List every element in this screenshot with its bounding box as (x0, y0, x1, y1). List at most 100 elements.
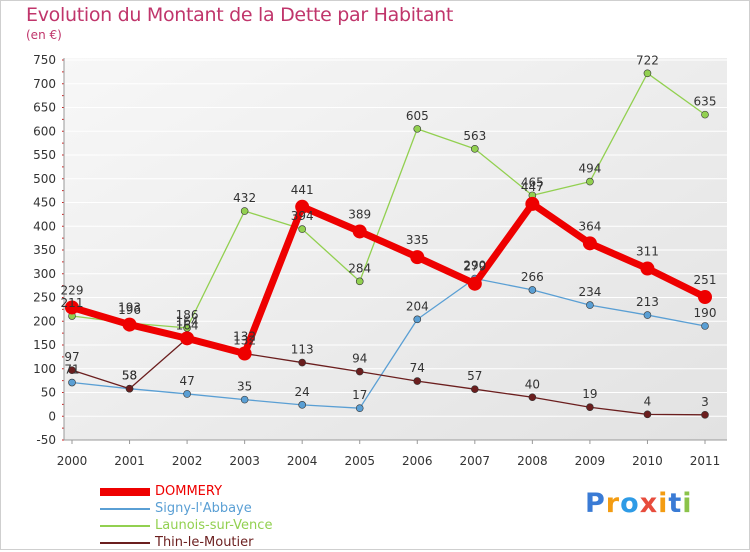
y-tick-label: 300 (33, 267, 56, 281)
data-point (125, 384, 134, 393)
data-label: 97 (64, 350, 79, 364)
data-label: 635 (694, 95, 717, 109)
y-tick-label: 400 (33, 219, 56, 233)
y-tick-label: 150 (33, 338, 56, 352)
data-label: 605 (406, 109, 429, 123)
data-label: 279 (463, 260, 486, 274)
x-tick-label: 2005 (344, 454, 375, 468)
series-lines (65, 69, 712, 419)
data-label: 132 (233, 330, 256, 344)
data-point (640, 261, 655, 276)
data-point (467, 276, 482, 291)
data-label: 335 (406, 233, 429, 247)
data-point (355, 367, 364, 376)
data-point (525, 196, 540, 211)
x-tick-label: 2011 (690, 454, 721, 468)
data-label: 94 (352, 352, 367, 366)
data-label: 722 (636, 53, 659, 67)
x-tick-label: 2002 (172, 454, 203, 468)
data-point (355, 277, 364, 286)
data-label: 58 (122, 369, 137, 383)
data-point (698, 290, 712, 305)
data-label: 266 (521, 270, 544, 284)
data-label: 164 (176, 318, 199, 332)
legend-label-thin: Thin-le-Moutier (155, 535, 254, 550)
data-label: 563 (463, 129, 486, 143)
data-point (355, 404, 364, 412)
x-tick-label: 2007 (460, 454, 491, 468)
legend-item-launois: Launois-sur-Vence (100, 518, 400, 535)
data-label: 113 (291, 343, 314, 357)
data-label: 213 (636, 295, 659, 309)
data-point (643, 410, 652, 419)
data-point (413, 315, 422, 324)
y-tick-label: 200 (33, 314, 56, 328)
logo-letter: i (682, 488, 693, 519)
logo-letter: r (605, 488, 621, 519)
data-label: 4 (644, 394, 652, 408)
data-label: 494 (578, 162, 601, 176)
data-label: 465 (521, 175, 544, 189)
data-point (528, 286, 537, 294)
data-point (240, 395, 249, 404)
data-label: 196 (118, 303, 141, 317)
x-tick-label: 2004 (287, 454, 318, 468)
data-label: 58 (122, 369, 137, 383)
legend-item-dommery: DOMMERY (100, 484, 400, 501)
legend-swatch-launois (100, 525, 150, 527)
data-point (701, 411, 709, 419)
data-point (122, 317, 137, 332)
data-label: 441 (291, 183, 314, 197)
data-point (68, 366, 76, 374)
y-tick-label: 350 (33, 243, 56, 257)
y-tick-label: 600 (33, 124, 56, 138)
logo-letter: x (639, 488, 659, 519)
data-label: 132 (233, 334, 256, 348)
data-label: 47 (179, 374, 194, 388)
data-point (701, 322, 709, 330)
data-point (295, 199, 310, 214)
x-tick-label: 2008 (517, 454, 548, 468)
y-tick-label: 650 (33, 101, 56, 115)
x-tick-label: 2000 (57, 454, 88, 468)
series-line (71, 72, 706, 329)
logo-letter: P (585, 488, 606, 519)
data-point (237, 346, 252, 361)
legend-label-launois: Launois-sur-Vence (155, 518, 273, 533)
legend-swatch-thin (100, 542, 150, 544)
data-label: 74 (410, 361, 425, 375)
data-label: 3 (701, 395, 709, 409)
data-point (586, 177, 594, 186)
data-label: 234 (578, 285, 601, 299)
data-label: 211 (61, 296, 84, 310)
data-point (65, 300, 79, 315)
logo-letter: o (620, 488, 640, 519)
y-tick-label: 0 (48, 409, 56, 423)
data-point (528, 393, 537, 402)
y-tick-label: 50 (41, 386, 56, 400)
y-tick-label: 500 (33, 172, 56, 186)
data-point (298, 358, 306, 367)
legend-label-dommery: DOMMERY (155, 484, 223, 499)
series-line (71, 277, 706, 409)
data-point (68, 378, 76, 387)
data-label: 284 (348, 261, 371, 275)
data-point (582, 236, 597, 251)
x-tick-label: 2009 (575, 454, 606, 468)
data-point (180, 331, 195, 346)
data-label: 190 (694, 306, 717, 320)
data-point (183, 390, 191, 398)
logo-letter: t (668, 488, 683, 519)
data-label: 290 (463, 259, 486, 273)
data-label: 229 (61, 283, 84, 297)
data-point (352, 224, 367, 239)
data-point (298, 225, 306, 233)
data-label: 17 (352, 388, 367, 402)
y-tick-label: 450 (33, 196, 56, 210)
y-tick-label: 550 (33, 148, 56, 162)
data-label: 24 (295, 385, 310, 399)
data-point (413, 377, 422, 385)
data-point (586, 403, 594, 412)
